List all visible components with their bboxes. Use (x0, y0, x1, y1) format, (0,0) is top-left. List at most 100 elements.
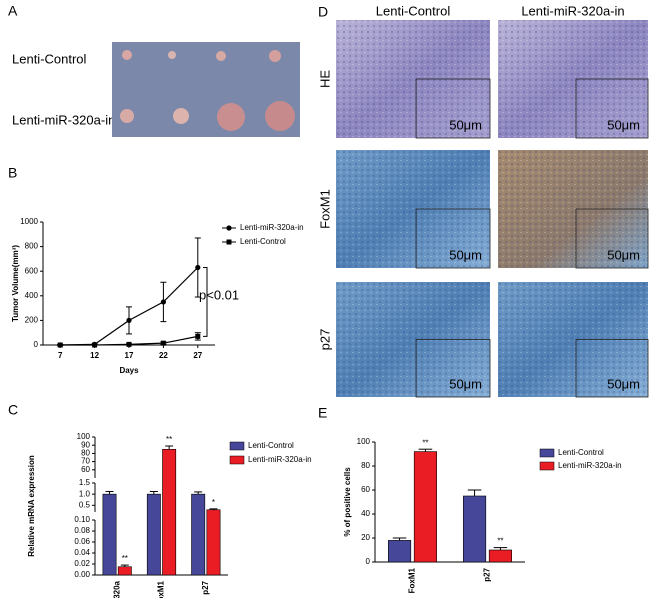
panel-letter: B (8, 165, 17, 181)
legend-label: Lenti-Control (248, 441, 294, 450)
x-tick-label: miR-320a (112, 580, 121, 598)
x-tick-label: p27 (201, 580, 210, 594)
panel-letter: E (318, 405, 327, 421)
histology-panel: D Lenti-Control Lenti-miR-320a-in HE 50μm 50μ… (317, 3, 649, 398)
legend-marker (226, 225, 232, 231)
y-tick-label: 70 (81, 457, 90, 466)
y-tick-label: 1000 (20, 217, 38, 226)
row-label: Lenti-Control (12, 51, 87, 66)
legend-swatch (539, 448, 555, 458)
inset (415, 339, 491, 398)
x-tick-label: FoxM1 (157, 580, 166, 598)
y-tick-label: 0.04 (74, 548, 90, 557)
bar (488, 549, 512, 563)
y-tick-label: 1.0 (79, 489, 91, 498)
y-tick-label: 0.08 (74, 526, 90, 535)
x-axis-label: Days (119, 366, 139, 375)
y-tick-label: 0 (34, 340, 39, 349)
x-tick-label: 17 (125, 351, 134, 360)
marker (126, 341, 132, 347)
y-tick-label: 0.02 (74, 559, 90, 568)
bar (117, 566, 132, 576)
significance-label: ** (422, 438, 428, 447)
bar (206, 509, 221, 576)
y-tick-label: 800 (25, 242, 39, 251)
bar (162, 448, 177, 576)
scale-bar-label: 50μm (449, 376, 482, 391)
y-tick-label: 0.10 (74, 515, 90, 524)
marker (92, 342, 98, 348)
x-tick-label: 27 (193, 351, 202, 360)
bar (413, 451, 437, 563)
y-tick-label: 0.06 (74, 537, 90, 546)
marker (160, 340, 166, 346)
bar (146, 493, 161, 576)
y-tick-label: 100 (77, 432, 91, 441)
y-tick-label: 100 (357, 437, 371, 446)
inset (575, 208, 649, 269)
annotation: p<0.01 (199, 287, 239, 302)
inset (575, 339, 649, 398)
marker (195, 333, 201, 339)
x-tick-label: p27 (483, 567, 492, 581)
y-tick-label: 60 (81, 465, 90, 474)
scale-bar-label: 50μm (449, 117, 482, 132)
y-axis-label: % of positive cells (343, 467, 352, 537)
column-header: Lenti-Control (376, 3, 451, 18)
panel-letter: A (8, 3, 18, 19)
y-axis-label: Tumor Volume(mm³) (11, 245, 20, 322)
legend-marker (226, 239, 232, 245)
scale-bar-label: 50μm (607, 247, 640, 262)
row-label: FoxM1 (317, 189, 332, 229)
significance-label: ** (497, 537, 503, 546)
y-tick-label: 0.00 (74, 570, 90, 579)
x-tick-label: FoxM1 (408, 567, 417, 593)
y-tick-label: 400 (25, 291, 39, 300)
scale-bar-label: 50μm (607, 376, 640, 391)
column-header: Lenti-miR-320a-in (521, 3, 624, 18)
inset (415, 78, 491, 139)
bar (388, 540, 412, 563)
x-tick-label: 22 (159, 351, 168, 360)
y-axis-label: Relative mRNA expression (27, 455, 36, 557)
y-tick-label: 80 (361, 461, 370, 470)
y-tick-label: 80 (81, 449, 90, 458)
panel-letter: D (318, 4, 328, 20)
y-tick-label: 90 (81, 440, 90, 449)
legend-label: Lenti-Control (240, 237, 286, 246)
scale-bar-label: 50μm (449, 247, 482, 262)
bar (463, 495, 487, 563)
y-tick-label: 60 (361, 485, 370, 494)
panel-letter: C (8, 402, 18, 418)
legend-label: Lenti-miR-320a-in (240, 223, 304, 232)
tumors (120, 50, 295, 131)
inset (575, 78, 649, 139)
legend-swatch (229, 441, 245, 451)
legend-swatch (229, 455, 245, 465)
significance-label: * (212, 498, 215, 507)
legend-label: Lenti-miR-320a-in (558, 461, 622, 470)
bar (191, 493, 206, 576)
y-tick-label: 0 (366, 557, 371, 566)
legend-label: Lenti-Control (558, 448, 604, 457)
y-tick-label: 600 (25, 266, 39, 275)
x-tick-label: 12 (90, 351, 99, 360)
marker (126, 317, 132, 323)
y-tick-label: 1.5 (79, 478, 91, 487)
row-label: Lenti-miR-320a-in (12, 112, 115, 127)
y-tick-label: 200 (25, 316, 39, 325)
y-tick-label: 20 (361, 533, 370, 542)
legend-swatch (539, 461, 555, 471)
significance-label: ** (122, 554, 128, 563)
scale-bar-label: 50μm (607, 117, 640, 132)
marker (195, 264, 201, 271)
marker (57, 342, 63, 348)
marker (160, 299, 166, 305)
y-tick-label: 40 (361, 509, 370, 518)
legend-label: Lenti-miR-320a-in (248, 455, 312, 464)
significance-bracket (203, 267, 208, 337)
significance-label: ** (166, 435, 172, 444)
bar (102, 493, 117, 576)
row-label: HE (317, 70, 332, 88)
